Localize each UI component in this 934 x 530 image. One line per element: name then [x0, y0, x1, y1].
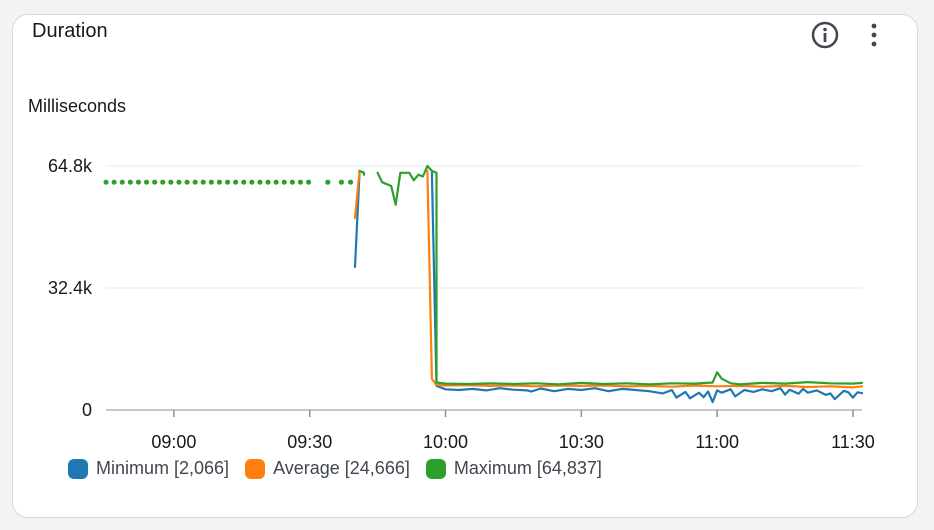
series-maximum-line [376, 164, 864, 386]
y-tick-label: 32.4k [48, 278, 93, 298]
legend-label: Minimum [2,066] [96, 458, 230, 478]
legend-item-maximum[interactable]: Maximum [64,837] [425, 458, 602, 479]
x-tick-label: 11:30 [831, 432, 875, 452]
legend-swatch [245, 458, 266, 479]
x-tick-label: 10:30 [559, 432, 604, 452]
chart-legend: Minimum [2,066] Average [24,666] Maximum [… [68, 458, 618, 479]
y-axis-label: Milliseconds [28, 96, 127, 116]
legend-label: Average [24,666] [273, 458, 410, 478]
info-circle-icon [811, 21, 839, 49]
y-tick-label: 64.8k [48, 156, 93, 176]
legend-swatch [425, 458, 446, 479]
series-maximum-point [338, 179, 345, 185]
series-average-line [426, 169, 864, 389]
legend-label: Maximum [64,837] [453, 458, 602, 478]
series-minimum-line [430, 171, 864, 404]
legend-swatch [68, 458, 88, 479]
y-tick-label: 0 [82, 400, 92, 420]
x-tick-label: 10:00 [423, 432, 468, 452]
x-tick-label: 11:00 [695, 432, 739, 452]
legend-item-minimum[interactable]: Minimum [2,066] [68, 458, 229, 479]
info-button[interactable] [810, 20, 840, 50]
more-vertical-icon [871, 23, 877, 47]
widget-title: Duration [32, 20, 108, 42]
duration-widget [12, 14, 918, 518]
more-actions-button[interactable] [864, 20, 884, 50]
series-maximum-point [325, 179, 331, 185]
legend-item-average[interactable]: Average [24,666] [245, 458, 410, 479]
x-tick-label: 09:00 [151, 432, 196, 452]
series-average-line [353, 169, 361, 220]
series-maximum-line [358, 169, 366, 176]
x-tick-label: 09:30 [287, 432, 332, 452]
